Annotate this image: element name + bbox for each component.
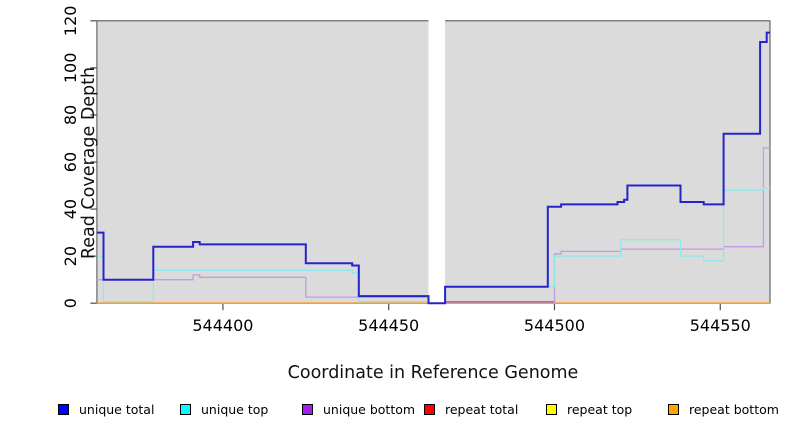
legend-item-repeat-total: repeat total [424, 399, 518, 419]
y-axis-title: Read Coverage Depth [79, 66, 99, 260]
legend-swatch-icon [302, 403, 313, 415]
legend-item-unique-top: unique top [180, 399, 268, 419]
x-tick-label: 544450 [358, 316, 419, 335]
legend-label: unique bottom [323, 401, 416, 417]
y-tick-label: 100 [61, 53, 80, 84]
legend-swatch-icon [424, 403, 435, 415]
series-line-unique-total [96, 31, 770, 305]
legend-label: repeat total [445, 401, 519, 417]
legend-label: repeat bottom [689, 401, 779, 417]
y-tick-label: 60 [61, 152, 80, 172]
legend: unique total unique top unique bottom repea… [0, 399, 792, 423]
y-tick-label: 80 [61, 105, 80, 125]
legend-label: unique total [79, 401, 155, 417]
x-tick-label: 544400 [192, 316, 253, 335]
y-tick-label: 0 [61, 298, 80, 308]
legend-swatch-icon [668, 403, 679, 415]
legend-item-unique-bottom: unique bottom [302, 399, 415, 419]
x-tick-label: 544550 [690, 316, 751, 335]
x-tick-label: 544500 [524, 316, 585, 335]
y-tick-label: 20 [61, 246, 80, 266]
x-axis-title: Coordinate in Reference Genome [287, 363, 579, 383]
legend-label: repeat top [567, 401, 633, 417]
legend-item-repeat-top: repeat top [546, 399, 632, 419]
legend-item-repeat-bottom: repeat bottom [668, 399, 779, 419]
legend-swatch-icon [180, 403, 191, 415]
legend-item-unique-total: unique total [58, 399, 154, 419]
legend-swatch-icon [58, 403, 69, 415]
legend-swatch-icon [546, 403, 557, 415]
y-tick-label: 120 [61, 6, 80, 37]
masked-region [428, 14, 446, 304]
legend-label: unique top [201, 401, 269, 417]
y-tick-label: 40 [61, 199, 80, 219]
